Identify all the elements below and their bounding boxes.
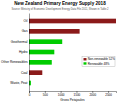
x-tick: 1000 bbox=[58, 91, 65, 97]
x-tick: 500 bbox=[43, 91, 48, 97]
legend-item: Renewable 48% bbox=[84, 62, 110, 66]
y-tick: Gas bbox=[22, 29, 29, 33]
x-tick-label: 500 bbox=[43, 93, 48, 97]
bar bbox=[29, 50, 54, 55]
chart: New Zealand Primary Energy Supply 2018So… bbox=[0, 0, 120, 102]
x-tick-label: 2000 bbox=[89, 93, 96, 97]
bar bbox=[29, 29, 80, 34]
legend-swatch bbox=[84, 58, 87, 60]
x-tick-label: 2500 bbox=[105, 93, 112, 97]
y-tick: Geothermal bbox=[11, 40, 29, 44]
x-tick-label: 0 bbox=[29, 93, 31, 97]
x-tick: 1500 bbox=[74, 91, 81, 97]
bar bbox=[29, 19, 116, 24]
legend-swatch bbox=[84, 62, 87, 64]
bars bbox=[29, 19, 116, 86]
y-tick: Oil bbox=[24, 19, 29, 23]
x-axis: 0 500 1000 1500 2000 2500 bbox=[29, 91, 117, 97]
title: New Zealand Primary Energy Supply 2018 bbox=[14, 1, 106, 6]
y-tick-label: Hydro bbox=[19, 50, 28, 54]
y-tick-label: Other Renewables bbox=[1, 60, 28, 64]
legend: Non-renewable 52%Renewable 48% bbox=[82, 56, 115, 66]
bar bbox=[29, 39, 62, 44]
y-axis-line bbox=[29, 14, 30, 92]
legend-frame bbox=[82, 56, 115, 66]
y-tick: Waste, Peat bbox=[10, 81, 29, 85]
x-tick: 2000 bbox=[89, 91, 96, 97]
x-tick: 2500 bbox=[105, 91, 112, 97]
y-tick-label: Geothermal bbox=[11, 40, 28, 44]
y-tick-label: Oil bbox=[24, 19, 28, 23]
legend-label: Renewable 48% bbox=[88, 62, 110, 66]
y-tick-label: Coal bbox=[21, 71, 28, 75]
x-tick: 0 bbox=[29, 91, 31, 97]
x-axis-title: Gross Petajoules bbox=[60, 98, 85, 102]
bar bbox=[29, 60, 52, 65]
y-axis: Oil Gas Geothermal Hydro Other Renewables Coa… bbox=[1, 14, 29, 92]
subtitle: Source: Ministry of Economic Development… bbox=[11, 7, 109, 11]
y-tick-label: Gas bbox=[22, 29, 28, 33]
y-tick: Hydro bbox=[19, 50, 29, 54]
bar bbox=[29, 81, 31, 86]
plot: 0 500 1000 1500 2000 2500 Oil Gas Geothermal Hydr… bbox=[1, 14, 116, 98]
y-tick: Coal bbox=[21, 71, 29, 75]
bar bbox=[29, 70, 42, 75]
y-tick: Other Renewables bbox=[1, 60, 29, 64]
y-tick-label: Waste, Peat bbox=[10, 81, 27, 85]
